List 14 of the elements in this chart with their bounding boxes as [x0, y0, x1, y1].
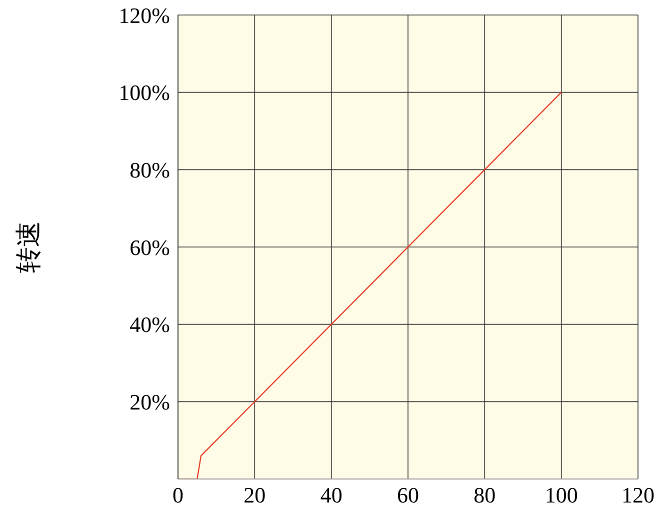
y-tick-label: 100% [118, 80, 170, 106]
y-tick-label: 60% [130, 234, 170, 260]
x-tick-label: 0 [172, 482, 184, 508]
y-tick-label: 20% [130, 389, 170, 414]
x-tick-label: 20 [244, 482, 266, 508]
x-tick-label: 120 [622, 482, 654, 508]
x-tick-label: 40 [320, 482, 342, 508]
x-tick-label: 60 [397, 482, 419, 508]
y-tick-label: 40% [130, 312, 170, 338]
x-tick-label: 100 [544, 482, 578, 508]
x-tick-label: 80 [474, 482, 496, 508]
y-tick-label: 80% [130, 157, 170, 182]
y-axis-title: 转速 [14, 221, 44, 273]
y-tick-label: 120% [118, 2, 170, 28]
